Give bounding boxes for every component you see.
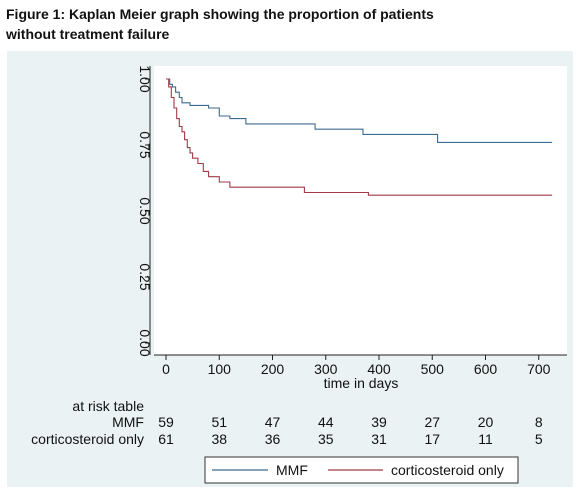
risk-cell: 36 — [265, 431, 281, 447]
figure-title: Figure 1: Kaplan Meier graph showing the… — [6, 4, 566, 44]
x-axis-label: time in days — [324, 375, 399, 391]
figure-title-line-1: Figure 1: Kaplan Meier graph showing the… — [6, 6, 434, 22]
risk-cell: 44 — [318, 414, 334, 430]
risk-table-title: at risk table — [72, 398, 144, 414]
series-line-corticosteroid-only — [166, 78, 553, 196]
risk-row-label: corticosteroid only — [31, 431, 144, 447]
y-tick-label: 0.00 — [137, 329, 153, 356]
series-line-mmf — [166, 78, 553, 143]
plot-area — [154, 66, 567, 355]
risk-cell: 39 — [371, 414, 387, 430]
risk-cell: 51 — [211, 414, 227, 430]
risk-cell: 27 — [424, 414, 440, 430]
risk-row-label: MMF — [112, 414, 144, 430]
risk-cell: 8 — [535, 414, 543, 430]
x-tick-label: 400 — [367, 361, 391, 377]
axes: 0.00 0.25 0.50 0.75 1.00 0 100 200 300 400 500 600 7… — [137, 65, 567, 391]
legend-label-mmf: MMF — [276, 462, 308, 478]
risk-cell: 31 — [371, 431, 387, 447]
risk-cell: 38 — [211, 431, 227, 447]
risk-cell: 17 — [424, 431, 440, 447]
figure-title-line-2: without treatment failure — [6, 26, 170, 42]
risk-cell: 47 — [265, 414, 281, 430]
x-tick-label: 500 — [421, 361, 445, 377]
legend-label-corticosteroid: corticosteroid only — [391, 462, 504, 478]
risk-cell: 59 — [158, 414, 174, 430]
series-lines — [166, 78, 553, 196]
x-tick-label: 600 — [474, 361, 498, 377]
risk-cell: 61 — [158, 431, 174, 447]
risk-cell: 11 — [478, 431, 493, 447]
x-tick-label: 100 — [208, 361, 232, 377]
y-tick-label: 0.50 — [137, 197, 153, 224]
x-tick-label: 0 — [162, 361, 170, 377]
risk-cell: 35 — [318, 431, 334, 447]
risk-cell: 5 — [535, 431, 543, 447]
y-tick-label: 0.25 — [137, 263, 153, 290]
y-tick-label: 0.75 — [137, 131, 153, 158]
x-tick-label: 300 — [314, 361, 338, 377]
y-tick-label: 1.00 — [137, 65, 153, 92]
x-tick-label: 700 — [527, 361, 551, 377]
legend: MMF corticosteroid only — [204, 456, 519, 484]
risk-cell: 20 — [478, 414, 494, 430]
x-tick-label: 200 — [261, 361, 285, 377]
